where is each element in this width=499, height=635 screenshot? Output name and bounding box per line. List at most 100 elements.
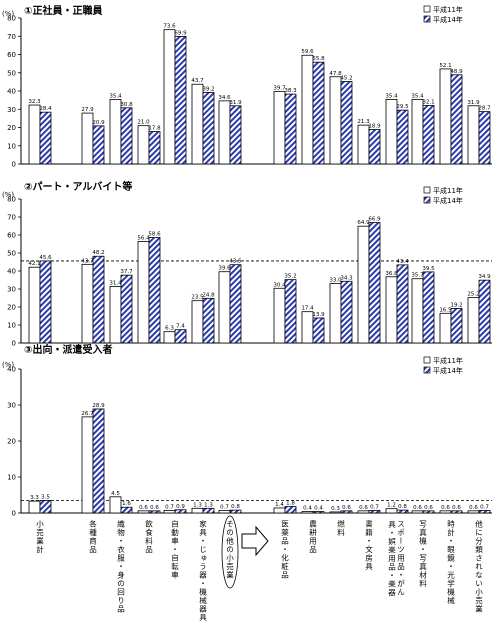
x-tick-label: 書籍・文房具 <box>364 519 373 572</box>
data-label-h14: 38.3 <box>284 88 297 94</box>
data-label-h14: 28.7 <box>478 106 491 112</box>
bar-h14 <box>340 510 353 514</box>
data-label-h11: 33.0 <box>329 278 342 284</box>
data-label-h11: 56.4 <box>137 235 150 241</box>
legend-label: 平成11年 <box>433 5 463 14</box>
bar-h14 <box>340 81 353 165</box>
bar-h11 <box>411 510 424 514</box>
y-tick-label: 30 <box>7 402 16 410</box>
bar-h14 <box>450 74 463 165</box>
bar-h14 <box>148 237 161 344</box>
bar-h11 <box>357 225 370 344</box>
data-label-h11: 0.4 <box>303 506 312 512</box>
y-axis-label: (%) <box>2 361 14 369</box>
data-label-h14: 34.9 <box>478 274 491 280</box>
legend-label: 平成14年 <box>433 366 463 375</box>
data-label-h14: 29.5 <box>396 104 409 110</box>
legend-label: 平成14年 <box>433 15 463 24</box>
bar-h14 <box>120 274 133 344</box>
x-tick-label: 時計・眼鏡・光学機械 <box>446 520 455 606</box>
data-label-h14: 39.2 <box>202 86 214 92</box>
y-tick-label: 70 <box>7 33 16 41</box>
bar-h14 <box>422 271 435 344</box>
bar-h11 <box>357 510 370 514</box>
bar-h14 <box>174 329 187 344</box>
data-label-h14: 35.2 <box>284 274 296 280</box>
data-label-h14: 0.6 <box>452 505 461 511</box>
bar-h14 <box>92 408 105 514</box>
data-label-h11: 6.3 <box>165 326 174 332</box>
y-tick-label: 20 <box>7 304 16 312</box>
y-tick-label: 20 <box>7 438 16 446</box>
bar-h14 <box>450 308 463 344</box>
bar-h14 <box>120 107 133 165</box>
data-label-h11: 73.6 <box>163 24 176 30</box>
data-label-h14: 66.9 <box>368 217 381 223</box>
data-label-h11: 35.4 <box>385 93 398 99</box>
bar-h14 <box>202 297 215 344</box>
bar-h11 <box>439 510 452 514</box>
data-label-h11: 1.3 <box>193 502 202 508</box>
data-label-h11: 47.8 <box>329 71 342 77</box>
bar-h14 <box>396 264 409 344</box>
y-tick-label: 0 <box>12 510 16 518</box>
highlight-ellipse <box>221 515 239 589</box>
data-label-h11: 35.4 <box>411 93 424 99</box>
bar-h11 <box>163 29 176 165</box>
bar-h14 <box>92 125 105 165</box>
bar-h11 <box>109 98 122 165</box>
x-tick-label: スポーツ用品・がん具・娯楽用品・楽器 <box>387 520 405 597</box>
y-tick-label: 20 <box>7 124 16 132</box>
x-tick-label: 他に分類されない小売業 <box>474 519 483 614</box>
data-label-h11: 0.7 <box>220 504 229 510</box>
bar-h11 <box>329 76 342 165</box>
chart-panel-1: ①正社員・正職員 (%) 0 10 20 30 40 50 60 70 80 32.328.4 27.9… <box>2 4 492 169</box>
data-label-h11: 26.7 <box>81 411 94 417</box>
bar-h14 <box>422 105 435 165</box>
bar-h11 <box>28 500 41 514</box>
y-axis-label: (%) <box>2 10 14 18</box>
y-tick-label: 30 <box>7 286 16 294</box>
bar-h14 <box>312 317 325 344</box>
x-tick-label: 小売業計 <box>35 520 44 555</box>
data-label-h11: 31.9 <box>467 100 480 106</box>
bar-h11 <box>329 511 342 514</box>
data-label-h11: 0.6 <box>139 505 148 511</box>
bar-h11 <box>191 83 204 165</box>
bar-h11 <box>357 124 370 165</box>
legend-swatch <box>423 366 431 374</box>
bar-h14 <box>396 509 409 514</box>
legend-swatch <box>423 196 431 204</box>
bar-h14 <box>284 506 297 514</box>
data-label-h14: 39.5 <box>422 266 435 272</box>
panel-title: ③出向・派遣受入者 <box>24 343 112 356</box>
y-axis-label: (%) <box>2 191 14 199</box>
bar-h11 <box>137 125 150 165</box>
y-tick-label: 0 <box>12 340 16 348</box>
bar-h11 <box>191 300 204 344</box>
data-label-h14: 0.8 <box>231 504 240 510</box>
bar-h14 <box>284 93 297 165</box>
data-label-h14: 0.6 <box>424 505 433 511</box>
bar-h11 <box>163 331 176 344</box>
data-label-h14: 30.8 <box>120 102 133 108</box>
y-tick-label: 10 <box>7 322 16 330</box>
chart-panels: ①正社員・正職員 (%) 0 10 20 30 40 50 60 70 80 32.328.4 27.9… <box>2 4 492 518</box>
data-label-h14: 43.5 <box>229 259 242 265</box>
data-label-h14: 43.4 <box>396 259 409 265</box>
bar-h14 <box>229 509 242 514</box>
bar-h14 <box>312 511 325 514</box>
data-label-h14: 20.9 <box>92 120 105 126</box>
bar-h14 <box>39 260 52 344</box>
data-label-h14: 0.6 <box>342 505 351 511</box>
data-label-h11: 52.1 <box>439 63 451 69</box>
bar-h14 <box>368 222 381 344</box>
bar-h14 <box>396 109 409 165</box>
bar-h14 <box>284 279 297 344</box>
bar-h11 <box>411 278 424 344</box>
data-label-h11: 64.9 <box>357 220 370 226</box>
x-axis-labels: 小売業計 各種商品 織物・衣服・身の回り品 飲食料品 自動車・自転車 家具・じゅう器・機械… <box>35 519 483 623</box>
